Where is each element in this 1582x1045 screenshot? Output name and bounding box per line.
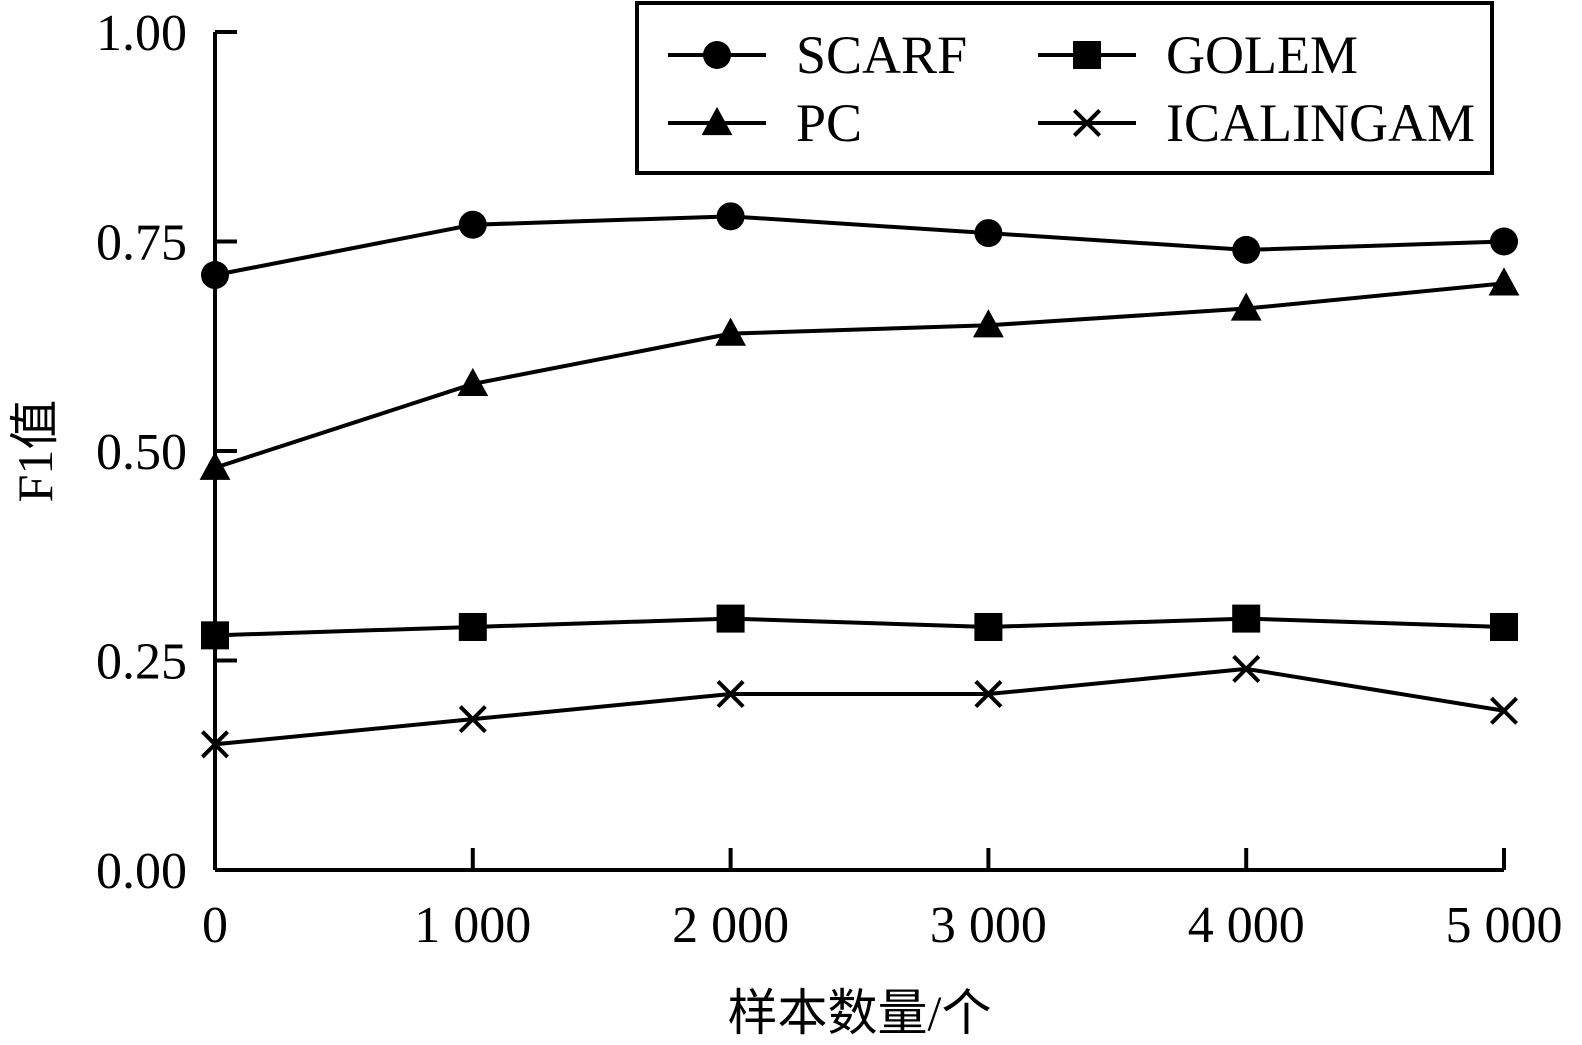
point-scarf	[458, 210, 487, 239]
point-pc	[973, 309, 1004, 338]
y-tick-label: 1.00	[96, 5, 187, 62]
legend-label-scarf: SCARF	[796, 25, 967, 85]
axes: 0.00 0.25 0.50 0.75 1.00 0 1 000 2 000 3 000 4 00…	[7, 5, 1563, 1041]
legend-item-icalingam: ICALINGAM	[1038, 93, 1475, 153]
legend-label-icalingam: ICALINGAM	[1166, 93, 1475, 153]
y-tick-label: 0.25	[96, 634, 187, 691]
legend-item-pc: PC	[668, 93, 862, 153]
y-tick-label: 0.50	[96, 424, 187, 481]
point-icalingam	[1232, 654, 1261, 683]
point-scarf	[716, 202, 745, 231]
point-icalingam	[1489, 696, 1519, 725]
point-scarf	[974, 219, 1003, 248]
y-tick-label: 0.75	[96, 215, 187, 272]
x-axis-title: 样本数量/个	[728, 985, 992, 1041]
x-tick-label: 4 000	[1188, 897, 1305, 954]
legend-label-golem: GOLEM	[1166, 25, 1358, 85]
point-pc	[457, 367, 489, 397]
legend-item-scarf: SCARF	[668, 25, 967, 85]
legend-marker-pc	[701, 106, 733, 136]
point-icalingam	[974, 680, 1003, 709]
y-tick-label: 0.00	[96, 843, 187, 900]
point-scarf	[1232, 235, 1261, 264]
x-tick-label: 1 000	[414, 897, 531, 954]
y-axis-title: F1值	[7, 400, 63, 503]
series-golem	[201, 604, 1518, 650]
point-golem	[458, 612, 487, 641]
point-pc	[199, 451, 231, 480]
series-icalingam	[200, 654, 1519, 759]
point-pc	[715, 317, 746, 346]
legend-label-pc: PC	[796, 93, 862, 153]
series-layer	[199, 202, 1520, 759]
point-pc	[1230, 292, 1262, 321]
point-pc	[1488, 267, 1520, 296]
point-scarf	[1490, 227, 1518, 256]
point-golem	[716, 604, 745, 633]
series-line-scarf	[214, 214, 1505, 277]
legend-item-golem: GOLEM	[1038, 25, 1358, 85]
point-scarf	[201, 261, 229, 290]
series-line-pc	[214, 281, 1505, 470]
x-tick-label: 2 000	[672, 897, 789, 954]
point-golem	[974, 612, 1003, 641]
legend-marker-golem	[1073, 41, 1101, 69]
point-golem	[1490, 612, 1518, 641]
x-tick-label: 0	[202, 897, 228, 954]
series-line-icalingam	[214, 666, 1505, 747]
series-scarf	[201, 202, 1518, 290]
point-icalingam	[200, 730, 230, 759]
point-golem	[1232, 604, 1261, 633]
legend-marker-icalingam	[1072, 108, 1102, 138]
x-tick-label: 3 000	[930, 897, 1047, 954]
legend-box	[635, 1, 1494, 175]
legend: SCARF GOLEM PC ICALINGAM	[635, 1, 1494, 175]
series-line-golem	[214, 616, 1505, 638]
x-tick-label: 5 000	[1446, 897, 1563, 954]
point-icalingam	[716, 680, 745, 709]
point-icalingam	[458, 705, 487, 734]
point-golem	[201, 621, 229, 650]
series-pc	[199, 267, 1520, 480]
legend-marker-scarf	[703, 41, 731, 69]
